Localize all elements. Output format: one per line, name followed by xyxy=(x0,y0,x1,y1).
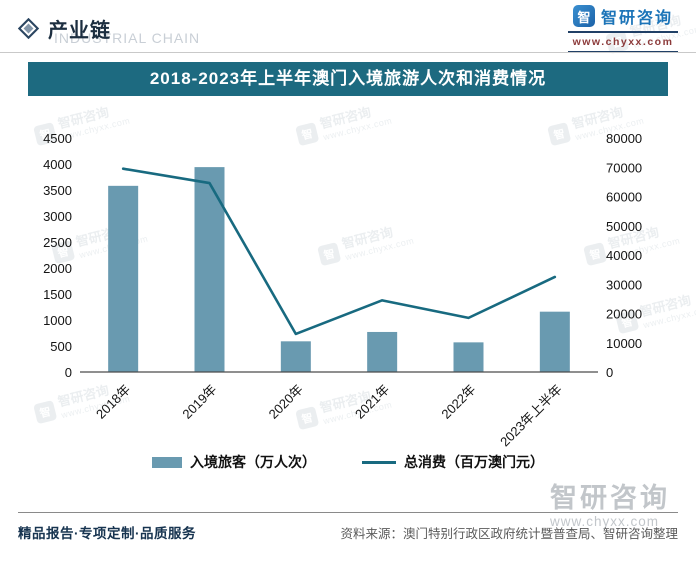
footer: 精品报告·专项定制·品质服务 资料来源：澳门特别行政区政府统计暨普查局、智研咨询… xyxy=(18,512,678,542)
brand-block: 智 智研咨询 www.chyxx.com xyxy=(568,4,678,52)
bar-2021年 xyxy=(367,331,398,372)
footer-services: 精品报告·专项定制·品质服务 xyxy=(18,526,196,541)
left-axis-tick: 3000 xyxy=(43,209,72,224)
right-axis-tick: 10000 xyxy=(606,336,642,351)
right-axis-tick: 20000 xyxy=(606,307,642,322)
brand-name: 智研咨询 xyxy=(600,10,673,27)
x-axis-label: 2020年 xyxy=(266,382,306,422)
x-axis-label: 2019年 xyxy=(179,382,219,422)
brand-logo-icon: 智 xyxy=(572,5,595,27)
section-watermark-text: INDUSTRIAL CHAIN xyxy=(54,29,201,46)
bar-2023年上半年 xyxy=(539,311,570,372)
left-axis-tick: 2500 xyxy=(43,235,72,250)
line-swatch-icon xyxy=(362,460,396,464)
brand-url: www.chyxx.com xyxy=(572,36,674,48)
left-axis-tick: 1500 xyxy=(43,287,72,302)
x-axis-label: 2023年上半年 xyxy=(497,382,565,450)
legend-item-consumption: 总消费（百万澳门元） xyxy=(362,452,544,472)
chart-legend: 入境旅客（万人次） 总消费（百万澳门元） xyxy=(0,452,696,472)
legend-item-visitors: 入境旅客（万人次） xyxy=(152,452,316,472)
left-axis-tick: 3500 xyxy=(43,183,72,198)
right-axis-tick: 60000 xyxy=(606,190,642,205)
x-axis-label: 2018年 xyxy=(93,382,133,422)
header: 产业链 INDUSTRIAL CHAIN 智 智研咨询 www.chyxx.co… xyxy=(0,0,696,53)
right-axis-tick: 40000 xyxy=(606,248,642,263)
combo-chart: 0 500 1000 1500 2000 2500 3000 3500 4000 4500 0 100… xyxy=(43,131,642,450)
bar-swatch-icon xyxy=(152,456,182,468)
x-axis-label: 2022年 xyxy=(438,382,478,422)
left-axis-tick: 0 xyxy=(65,365,72,380)
left-axis-tick: 4500 xyxy=(43,131,72,146)
bar-2020年 xyxy=(280,341,311,372)
section-heading: 产业链 INDUSTRIAL CHAIN xyxy=(17,14,199,46)
bar-2019年 xyxy=(194,167,225,372)
left-axis-tick: 4000 xyxy=(43,157,72,172)
right-axis-tick: 80000 xyxy=(606,131,642,146)
legend-label-consumption: 总消费（百万澳门元） xyxy=(404,454,544,470)
right-axis-tick: 30000 xyxy=(606,277,642,292)
brand-row: 智 智研咨询 xyxy=(572,4,673,28)
x-axis-label: 2021年 xyxy=(352,382,392,422)
legend-label-visitors: 入境旅客（万人次） xyxy=(190,454,316,470)
left-axis-tick: 1000 xyxy=(43,313,72,328)
diamond-bullet-icon xyxy=(17,17,40,39)
right-axis-tick: 0 xyxy=(606,365,613,380)
brand-divider-top xyxy=(568,31,678,33)
bar-2022年 xyxy=(453,342,484,372)
left-axis-tick: 2000 xyxy=(43,261,72,276)
watermark-brand-text: 智研咨询 xyxy=(550,483,670,514)
left-axis-tick: 500 xyxy=(50,339,72,354)
right-axis-tick: 70000 xyxy=(606,160,642,175)
bar-2018年 xyxy=(108,185,139,372)
brand-divider-bottom xyxy=(568,51,678,52)
footer-source: 资料来源：澳门特别行政区政府统计暨普查局、智研咨询整理 xyxy=(340,526,678,541)
section-title: 产业链 xyxy=(48,19,111,42)
chart-title-banner: 2018-2023年上半年澳门入境旅游人次和消费情况 xyxy=(28,62,668,96)
consumption-line xyxy=(121,167,557,336)
right-axis-tick: 50000 xyxy=(606,219,642,234)
